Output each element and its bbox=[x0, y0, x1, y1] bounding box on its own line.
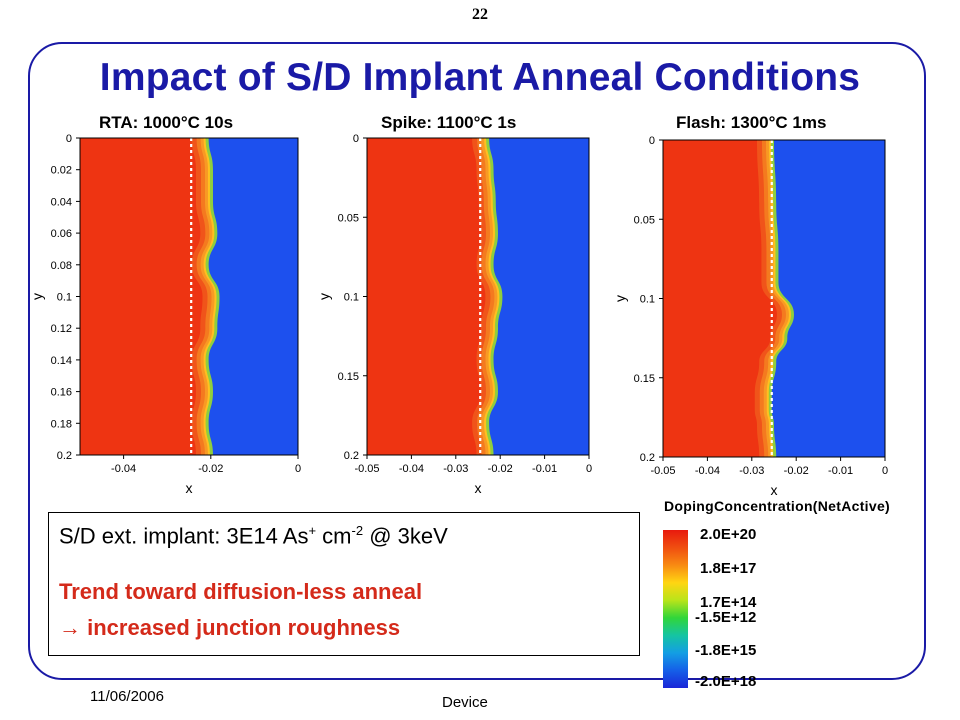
y-tick-label: 0.15 bbox=[634, 373, 655, 385]
y-tick-label: 0.18 bbox=[51, 418, 72, 430]
y-tick-label: 0 bbox=[66, 133, 72, 145]
right-arrow-icon: → bbox=[59, 615, 81, 640]
footer-date: 11/06/2006 bbox=[90, 688, 164, 705]
trend-text-line1: Trend toward diffusion-less anneal bbox=[59, 579, 423, 604]
y-tick-label: 0.1 bbox=[57, 292, 72, 304]
y-tick-label: 0.04 bbox=[51, 196, 72, 208]
legend-title: DopingConcentration(NetActive) bbox=[664, 498, 890, 514]
y-axis-label: y bbox=[612, 295, 628, 302]
x-axis-label: x bbox=[771, 482, 778, 498]
x-tick-label: -0.02 bbox=[784, 465, 809, 477]
x-tick-label: 0 bbox=[586, 463, 592, 475]
x-tick-label: -0.02 bbox=[198, 463, 223, 475]
implant-ion-charge: + bbox=[308, 523, 317, 538]
y-tick-label: 0.05 bbox=[338, 212, 359, 224]
panel-title-flash: Flash: 1300°C 1ms bbox=[676, 113, 827, 132]
legend-label: 2.0E+20 bbox=[700, 526, 757, 543]
x-axis-label: x bbox=[475, 480, 482, 496]
x-axis-label: x bbox=[186, 480, 193, 496]
page-number: 22 bbox=[472, 6, 488, 23]
implant-unit: cm bbox=[316, 523, 352, 549]
implant-info-box: S/D ext. implant: 3E14 As+ cm-2 @ 3keV T… bbox=[48, 512, 640, 656]
x-tick-label: 0 bbox=[882, 465, 888, 477]
x-tick-label: -0.01 bbox=[532, 463, 557, 475]
y-tick-label: 0.02 bbox=[51, 165, 72, 177]
transition-region bbox=[472, 138, 589, 455]
x-tick-label: -0.05 bbox=[650, 465, 675, 477]
x-tick-label: -0.03 bbox=[443, 463, 468, 475]
transition-region bbox=[191, 138, 298, 455]
x-tick-label: -0.04 bbox=[695, 465, 720, 477]
y-tick-label: 0.06 bbox=[51, 228, 72, 240]
y-tick-label: 0.08 bbox=[51, 260, 72, 272]
legend-label: -1.5E+12 bbox=[695, 609, 757, 626]
x-tick-label: -0.03 bbox=[739, 465, 764, 477]
legend-label: 1.8E+17 bbox=[700, 560, 757, 577]
panel-title-rta: RTA: 1000°C 10s bbox=[99, 113, 234, 132]
implant-energy: @ 3keV bbox=[363, 523, 448, 549]
x-tick-label: -0.05 bbox=[354, 463, 379, 475]
x-tick-label: -0.04 bbox=[111, 463, 136, 475]
y-tick-label: 0.12 bbox=[51, 323, 72, 335]
x-tick-label: -0.04 bbox=[399, 463, 424, 475]
y-tick-label: 0.2 bbox=[640, 452, 655, 464]
footer-label: Device bbox=[442, 694, 488, 711]
legend-label: -1.8E+15 bbox=[695, 642, 757, 659]
y-tick-label: 0.2 bbox=[57, 450, 72, 462]
y-tick-label: 0.05 bbox=[634, 214, 655, 226]
legend-label: 1.7E+14 bbox=[700, 594, 757, 611]
p-region bbox=[489, 138, 589, 455]
y-tick-label: 0.1 bbox=[640, 294, 655, 306]
y-axis-label: y bbox=[29, 293, 45, 300]
legend-label: -2.0E+18 bbox=[695, 673, 757, 690]
y-tick-label: 0.1 bbox=[344, 292, 359, 304]
doping-plot-panel: 0 0.05 0.1 0.15 0.2-0.05 -0.04 -0.03 -0.02 -0.01… bbox=[316, 133, 592, 496]
implant-condition-text: S/D ext. implant: 3E14 As+ cm-2 @ 3keV bbox=[59, 523, 448, 549]
y-tick-label: 0 bbox=[649, 135, 655, 147]
legend-color-bar bbox=[663, 530, 688, 688]
transition-region bbox=[754, 140, 885, 457]
x-tick-label: -0.02 bbox=[488, 463, 513, 475]
doping-plot-panel: 0 0.02 0.04 0.06 0.08 0.1 0.12 0.14 0.16 0.18 0.2 -… bbox=[29, 133, 301, 496]
x-tick-label: 0 bbox=[295, 463, 301, 475]
y-tick-label: 0.2 bbox=[344, 450, 359, 462]
y-tick-label: 0.14 bbox=[51, 355, 72, 367]
slide-frame bbox=[28, 42, 926, 680]
implant-prefix: S/D ext. implant: 3E14 As bbox=[59, 523, 309, 549]
y-tick-label: 0.16 bbox=[51, 387, 72, 399]
panel-title-spike: Spike: 1100°C 1s bbox=[381, 113, 517, 132]
y-tick-label: 0 bbox=[353, 133, 359, 145]
p-region bbox=[208, 138, 298, 455]
y-axis-label: y bbox=[316, 293, 332, 300]
trend-roughness-text: increased junction roughness bbox=[81, 615, 401, 640]
trend-text-line2: → increased junction roughness bbox=[59, 615, 400, 641]
x-tick-label: -0.01 bbox=[828, 465, 853, 477]
doping-plot-panel: 0 0.05 0.1 0.15 0.2-0.05 -0.04 -0.03 -0.02 -0.01… bbox=[612, 135, 888, 498]
y-tick-label: 0.15 bbox=[338, 371, 359, 383]
implant-unit-exponent: -2 bbox=[351, 523, 364, 538]
p-region bbox=[771, 140, 885, 457]
slide-title: Impact of S/D Implant Anneal Conditions bbox=[99, 56, 861, 99]
